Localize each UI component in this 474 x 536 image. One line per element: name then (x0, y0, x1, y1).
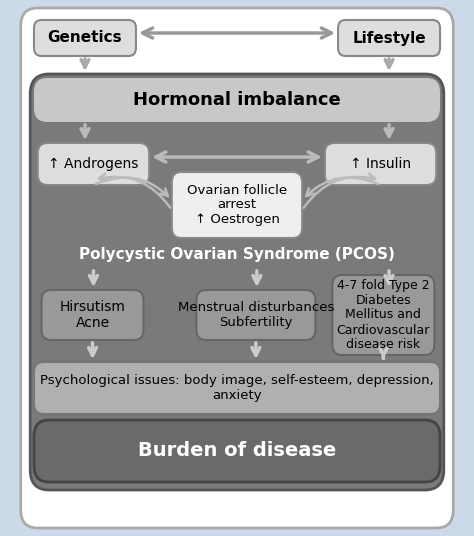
Text: Lifestyle: Lifestyle (352, 31, 426, 46)
Text: Psychological issues: body image, self-esteem, depression,
anxiety: Psychological issues: body image, self-e… (40, 374, 434, 402)
Text: Burden of disease: Burden of disease (138, 442, 336, 460)
Text: Ovarian follicle
arrest
↑ Oestrogen: Ovarian follicle arrest ↑ Oestrogen (187, 183, 287, 227)
FancyBboxPatch shape (34, 420, 440, 482)
FancyBboxPatch shape (34, 78, 440, 122)
FancyBboxPatch shape (42, 290, 144, 340)
FancyBboxPatch shape (196, 290, 315, 340)
FancyBboxPatch shape (38, 143, 149, 185)
Text: Hormonal imbalance: Hormonal imbalance (133, 91, 341, 109)
Text: ↑ Androgens: ↑ Androgens (48, 157, 139, 171)
FancyBboxPatch shape (34, 20, 136, 56)
FancyBboxPatch shape (34, 362, 440, 414)
FancyBboxPatch shape (325, 143, 436, 185)
FancyBboxPatch shape (338, 20, 440, 56)
FancyBboxPatch shape (332, 275, 434, 355)
FancyBboxPatch shape (172, 172, 302, 238)
FancyBboxPatch shape (30, 74, 444, 490)
Text: 4-7 fold Type 2
Diabetes
Mellitus and
Cardiovascular
disease risk: 4-7 fold Type 2 Diabetes Mellitus and Ca… (337, 279, 430, 352)
Text: Menstrual disturbances
Subfertility: Menstrual disturbances Subfertility (178, 301, 334, 329)
Text: Polycystic Ovarian Syndrome (PCOS): Polycystic Ovarian Syndrome (PCOS) (79, 248, 395, 263)
Text: ↑ Insulin: ↑ Insulin (350, 157, 411, 171)
FancyBboxPatch shape (21, 8, 453, 528)
Text: Hirsutism
Acne: Hirsutism Acne (60, 300, 126, 330)
Text: Genetics: Genetics (48, 31, 122, 46)
